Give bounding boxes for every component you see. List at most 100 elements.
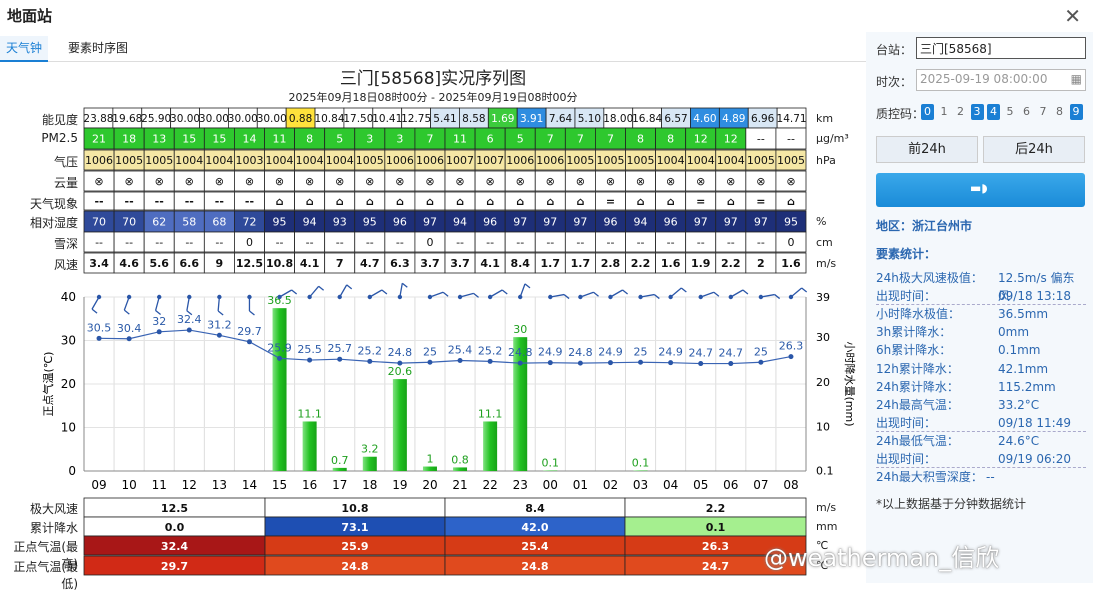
qc-code-2[interactable]: 2 (954, 104, 967, 120)
summary-value: 0.0 (165, 521, 185, 534)
stats-note: *以上数据基于分钟数据统计 (876, 495, 1086, 513)
next-24h-button[interactable]: 后24h (983, 136, 1085, 163)
table-cell-value: ⌂ (336, 195, 344, 208)
table-cell-value: 5.41 (433, 113, 456, 125)
summary-value: 0.1 (706, 521, 726, 534)
wind-barb (671, 288, 682, 297)
wind-barb (490, 290, 502, 297)
qc-label: 质控码： (876, 105, 924, 122)
x-tick-label: 14 (242, 478, 257, 492)
temperature-point (187, 328, 192, 333)
temperature-point (127, 336, 132, 341)
x-tick-label: 16 (302, 478, 317, 492)
table-cell-value: 2.2 (721, 257, 741, 270)
table-cell-value: -- (396, 236, 404, 249)
qc-code-0[interactable]: 0 (921, 104, 934, 120)
temperature-point (217, 333, 222, 338)
table-cell-value: 7 (547, 133, 554, 146)
qc-code-4[interactable]: 4 (987, 104, 1000, 120)
table-cell-value: 5 (517, 133, 524, 146)
x-tick-label: 15 (272, 478, 287, 492)
table-cell-value: ⊗ (486, 175, 495, 188)
precip-label: 0.1 (542, 457, 560, 470)
qc-code-7[interactable]: 7 (1037, 104, 1050, 120)
summary-value: 42.0 (521, 521, 548, 534)
temperature-label: 24.8 (388, 346, 413, 359)
table-cell-value: -- (546, 236, 554, 249)
table-cell-value: 1006 (85, 154, 113, 167)
table-cell-value: -- (336, 236, 344, 249)
x-tick-label: 17 (332, 478, 347, 492)
table-cell-value: -- (215, 236, 223, 249)
table-cell-value: -- (576, 236, 584, 249)
table-cell-value: 4.89 (722, 113, 745, 125)
x-tick-label: 20 (422, 478, 437, 492)
table-cell-value: -- (125, 195, 134, 208)
table-cell-value: ⌂ (576, 195, 584, 208)
table-cell-value: ⊗ (185, 175, 194, 188)
table-cell-value: -- (94, 195, 103, 208)
table-cell-value: 95 (273, 216, 287, 229)
precip-bar (423, 467, 437, 471)
table-cell-value: 21 (92, 133, 106, 146)
temperature-point (728, 361, 733, 366)
table-cell-value: ⌂ (546, 195, 554, 208)
table-cell-value: 0.88 (289, 113, 312, 125)
table-cell-value: ⊗ (245, 175, 254, 188)
table-cell-value: 30.00 (228, 113, 258, 125)
table-cell-value: ⊗ (455, 175, 464, 188)
wind-barb-flag (681, 288, 686, 292)
table-cell-value: ⊗ (726, 175, 735, 188)
wind-barb (731, 290, 743, 297)
table-cell-value: -- (276, 236, 284, 249)
prev-24h-button[interactable]: 前24h (876, 136, 978, 163)
stat-key: 6h累计降水： (876, 341, 951, 359)
wind-barb (156, 297, 160, 311)
table-cell-value: 1005 (627, 154, 655, 167)
progress-bar[interactable]: ▬◗ (876, 173, 1085, 207)
x-tick-label: 22 (482, 478, 497, 492)
table-cell-value: 1004 (175, 154, 203, 167)
table-cell-value: -- (486, 236, 494, 249)
qc-code-9[interactable]: 9 (1070, 104, 1083, 120)
stat-key: 24h极大风速极值： (876, 269, 983, 287)
precip-bar (363, 457, 377, 471)
x-tick-label: 03 (633, 478, 648, 492)
table-cell-value: 68 (212, 216, 226, 229)
table-cell-value: 15 (212, 133, 226, 146)
table-cell-value: -- (245, 195, 254, 208)
table-cell-value: 72 (242, 216, 256, 229)
table-cell-value: 4.1 (300, 257, 320, 270)
x-tick-label: 00 (543, 478, 558, 492)
summary-value: 24.8 (521, 560, 548, 573)
temperature-label: 25.7 (327, 342, 352, 355)
temperature-point (608, 360, 613, 365)
table-cell-value: 95 (784, 216, 798, 229)
time-field[interactable]: 2025-09-19 08:00:00▦ (916, 69, 1086, 91)
table-cell-value: -- (185, 195, 194, 208)
qc-code-5[interactable]: 5 (1004, 104, 1017, 120)
temperature-label: 32 (152, 315, 166, 328)
table-cell-value: ⌂ (667, 195, 675, 208)
table-cell-value: 9 (216, 257, 224, 270)
qc-code-3[interactable]: 3 (971, 104, 984, 120)
y-tick-label: 40 (61, 290, 76, 304)
table-cell-value: 5.6 (149, 257, 169, 270)
table-cell-value: -- (787, 133, 795, 146)
precip-label: 0.1 (632, 457, 650, 470)
table-cell-value: 12.5 (236, 257, 263, 270)
table-cell-value: 12 (694, 133, 708, 146)
station-field[interactable]: 三门[58568] (916, 37, 1086, 59)
calendar-icon[interactable]: ▦ (1071, 72, 1082, 86)
table-cell-value: 8.4 (510, 257, 530, 270)
x-tick-label: 10 (121, 478, 136, 492)
table-cell-value: 1005 (747, 154, 775, 167)
qc-code-8[interactable]: 8 (1053, 104, 1066, 120)
temperature-label: 26.3 (779, 340, 804, 353)
close-icon[interactable]: ✕ (1064, 4, 1081, 28)
y2-tick-label: 10 (816, 420, 830, 433)
qc-code-1[interactable]: 1 (938, 104, 951, 120)
table-cell-value: 5 (336, 133, 343, 146)
temperature-point (548, 360, 553, 365)
qc-code-6[interactable]: 6 (1020, 104, 1033, 120)
